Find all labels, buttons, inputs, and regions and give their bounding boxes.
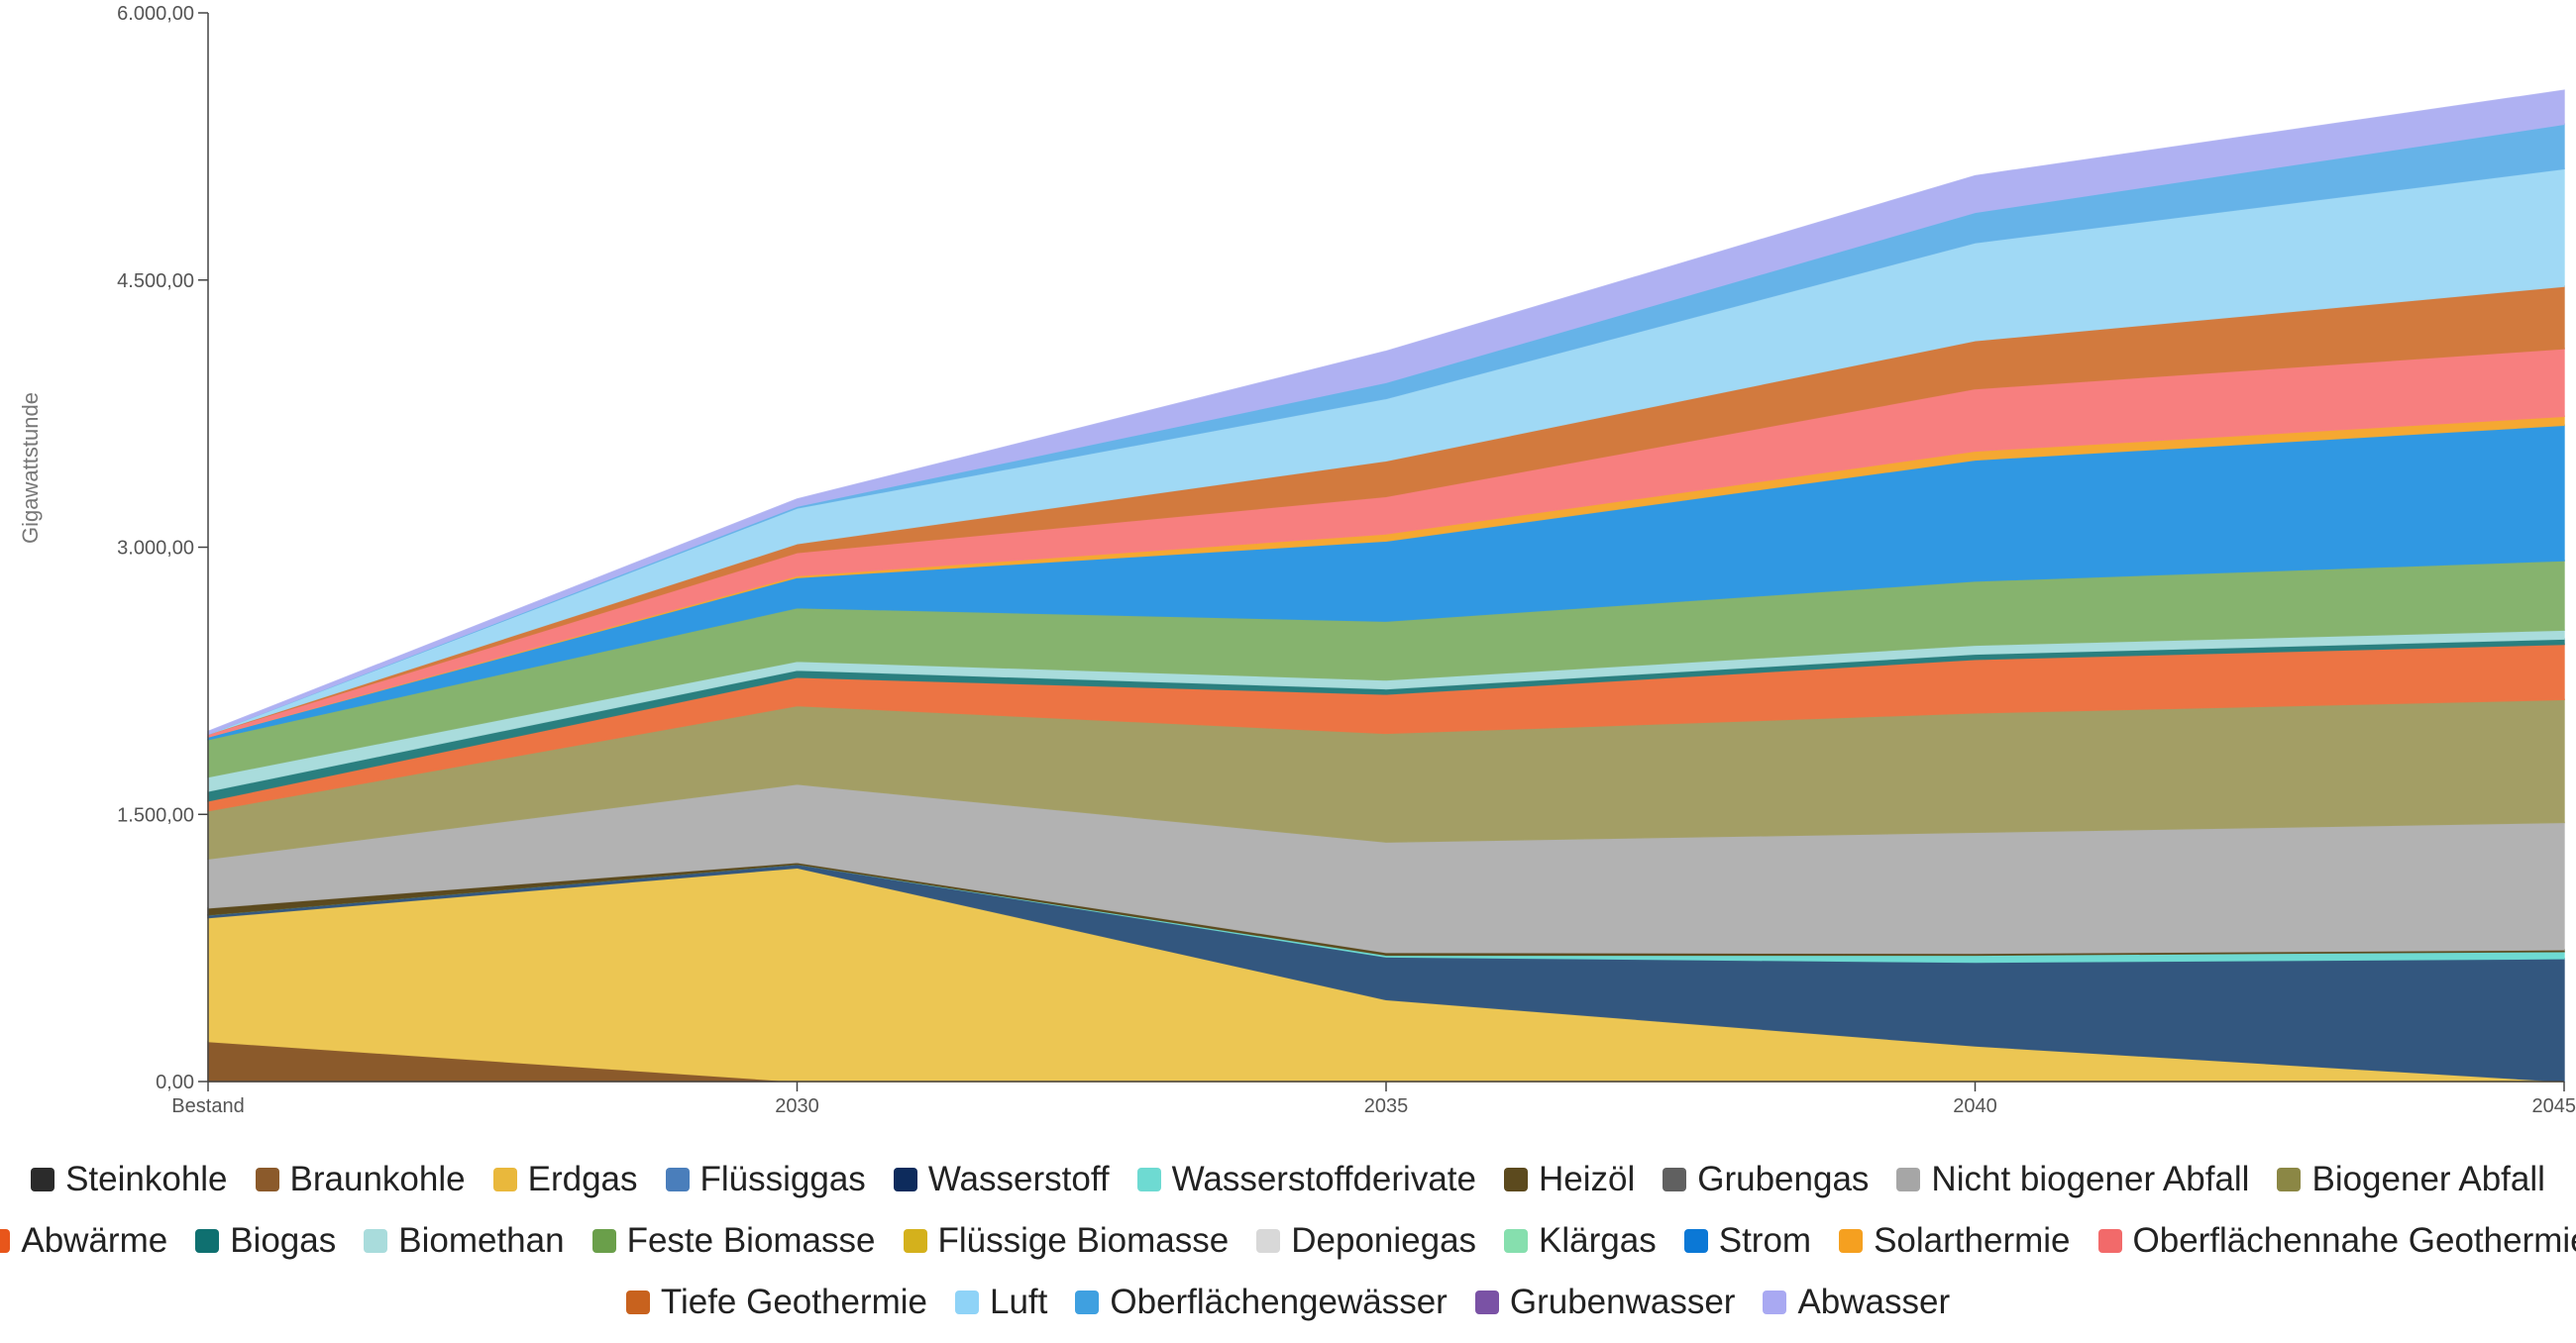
y-tick-label: 4.500,00 bbox=[117, 270, 194, 292]
legend-item[interactable]: Deponiegas bbox=[1256, 1221, 1476, 1261]
legend-item[interactable]: Grubenwasser bbox=[1474, 1283, 1736, 1322]
legend-swatch bbox=[1683, 1229, 1708, 1253]
y-tick-label: 0,00 bbox=[156, 1072, 194, 1093]
legend-item[interactable]: Biogas bbox=[195, 1221, 336, 1261]
legend-label: Steinkohle bbox=[65, 1160, 228, 1198]
legend-row: Steinkohle Braunkohle Erdgas Flüssiggas Wass… bbox=[0, 1149, 2576, 1210]
legend-label: Oberflächengewässer bbox=[1110, 1283, 1448, 1321]
legend-item[interactable]: Flüssige Biomasse bbox=[903, 1221, 1230, 1261]
legend-swatch bbox=[0, 1229, 11, 1253]
legend-swatch bbox=[255, 1168, 279, 1191]
legend-item[interactable]: Steinkohle bbox=[31, 1160, 228, 1199]
legend-label: Biogener Abfall bbox=[2311, 1160, 2545, 1198]
legend-item[interactable]: Abwasser bbox=[1763, 1283, 1950, 1322]
area-abwasser bbox=[207, 89, 2565, 736]
chart-plot-svg: 0,00 1.500,00 3.000,00 4.500,00 6.000,00 Best… bbox=[18, 3, 2576, 1117]
x-tick-label: 2030 bbox=[775, 1095, 819, 1117]
x-tick-label: 2045 bbox=[2532, 1095, 2576, 1117]
legend-label: Flüssige Biomasse bbox=[937, 1221, 1230, 1260]
legend-swatch bbox=[1663, 1168, 1687, 1191]
legend-item[interactable]: Braunkohle bbox=[255, 1160, 466, 1199]
legend-label: Klärgas bbox=[1539, 1221, 1657, 1260]
legend-row: Abwärme Biogas Biomethan Feste Biomasse Flüs… bbox=[0, 1210, 2576, 1272]
legend-item[interactable]: Erdgas bbox=[492, 1160, 638, 1199]
legend-label: Deponiegas bbox=[1291, 1221, 1477, 1260]
legend-swatch bbox=[591, 1229, 616, 1253]
legend-label: Grubenwasser bbox=[1509, 1283, 1736, 1321]
legend-item[interactable]: Klärgas bbox=[1504, 1221, 1657, 1261]
legend-label: Solarthermie bbox=[1874, 1221, 2071, 1260]
legend-swatch bbox=[1256, 1229, 1281, 1253]
legend-label: Biomethan bbox=[398, 1221, 565, 1260]
legend-swatch bbox=[195, 1229, 220, 1253]
legend-label: Abwärme bbox=[21, 1221, 168, 1260]
legend-swatch bbox=[364, 1229, 388, 1253]
legend-label: Heizöl bbox=[1538, 1160, 1636, 1198]
legend-label: Abwasser bbox=[1797, 1283, 1951, 1321]
legend-label: Tiefe Geothermie bbox=[660, 1283, 927, 1321]
legend-label: Oberflächennahe Geothermie bbox=[2132, 1221, 2576, 1260]
y-tick-label: 1.500,00 bbox=[117, 804, 194, 826]
legend-label: Wasserstoff bbox=[927, 1160, 1110, 1198]
legend-swatch bbox=[31, 1168, 55, 1191]
legend-item[interactable]: Tiefe Geothermie bbox=[625, 1283, 927, 1322]
legend-row: Tiefe Geothermie Luft Oberflächengewässer G… bbox=[0, 1272, 2576, 1333]
legend-label: Nicht biogener Abfall bbox=[1931, 1160, 2250, 1198]
legend-swatch bbox=[2097, 1229, 2122, 1253]
legend-label: Feste Biomasse bbox=[626, 1221, 876, 1260]
legend-swatch bbox=[492, 1168, 517, 1191]
x-tick-label: 2040 bbox=[1953, 1095, 1997, 1117]
legend-item[interactable]: Heizöl bbox=[1503, 1160, 1636, 1199]
legend-item[interactable]: Wasserstoffderivate bbox=[1136, 1160, 1476, 1199]
legend-swatch bbox=[1503, 1168, 1528, 1191]
legend-item[interactable]: Solarthermie bbox=[1839, 1221, 2071, 1261]
y-axis-title: Gigawattstunde bbox=[18, 392, 43, 544]
legend-label: Grubengas bbox=[1697, 1160, 1870, 1198]
legend-swatch bbox=[903, 1229, 927, 1253]
legend-item[interactable]: Flüssiggas bbox=[665, 1160, 866, 1199]
legend-item[interactable]: Oberflächengewässer bbox=[1075, 1283, 1448, 1322]
legend-label: Strom bbox=[1718, 1221, 1812, 1260]
legend-item[interactable]: Nicht biogener Abfall bbox=[1896, 1160, 2249, 1199]
y-tick-label: 6.000,00 bbox=[117, 3, 194, 25]
legend-swatch bbox=[1896, 1168, 1921, 1191]
legend-item[interactable]: Feste Biomasse bbox=[591, 1221, 876, 1261]
legend-label: Erdgas bbox=[527, 1160, 638, 1198]
legend-label: Wasserstoffderivate bbox=[1171, 1160, 1476, 1198]
legend-swatch bbox=[2277, 1168, 2302, 1191]
legend-item[interactable]: Grubengas bbox=[1663, 1160, 1869, 1199]
x-tick-label: 2035 bbox=[1364, 1095, 1409, 1117]
legend-item[interactable]: Wasserstoff bbox=[893, 1160, 1110, 1199]
legend-swatch bbox=[1763, 1291, 1787, 1314]
legend-label: Braunkohle bbox=[289, 1160, 466, 1198]
x-tick-label: Bestand bbox=[171, 1095, 244, 1117]
area-series-group bbox=[207, 89, 2565, 1083]
legend-item[interactable]: Biogener Abfall bbox=[2277, 1160, 2545, 1199]
legend-swatch bbox=[665, 1168, 690, 1191]
legend-label: Flüssiggas bbox=[699, 1160, 866, 1198]
legend-swatch bbox=[1474, 1291, 1499, 1314]
legend-item[interactable]: Biomethan bbox=[364, 1221, 565, 1261]
legend-item[interactable]: Luft bbox=[954, 1283, 1048, 1322]
legend-item[interactable]: Abwärme bbox=[0, 1221, 167, 1261]
axes: 0,00 1.500,00 3.000,00 4.500,00 6.000,00 Best… bbox=[18, 3, 2576, 1117]
legend-swatch bbox=[1075, 1291, 1100, 1314]
legend-label: Biogas bbox=[230, 1221, 337, 1260]
legend-label: Luft bbox=[989, 1283, 1048, 1321]
chart-legend: Steinkohle Braunkohle Erdgas Flüssiggas Wass… bbox=[0, 1149, 2576, 1333]
y-tick-label: 3.000,00 bbox=[117, 538, 194, 560]
legend-item[interactable]: Strom bbox=[1683, 1221, 1812, 1261]
legend-swatch bbox=[1504, 1229, 1529, 1253]
legend-swatch bbox=[893, 1168, 917, 1191]
legend-swatch bbox=[954, 1291, 979, 1314]
legend-swatch bbox=[625, 1291, 650, 1314]
legend-swatch bbox=[1839, 1229, 1864, 1253]
legend-item[interactable]: Oberflächennahe Geothermie bbox=[2097, 1221, 2576, 1261]
legend-swatch bbox=[1136, 1168, 1161, 1191]
